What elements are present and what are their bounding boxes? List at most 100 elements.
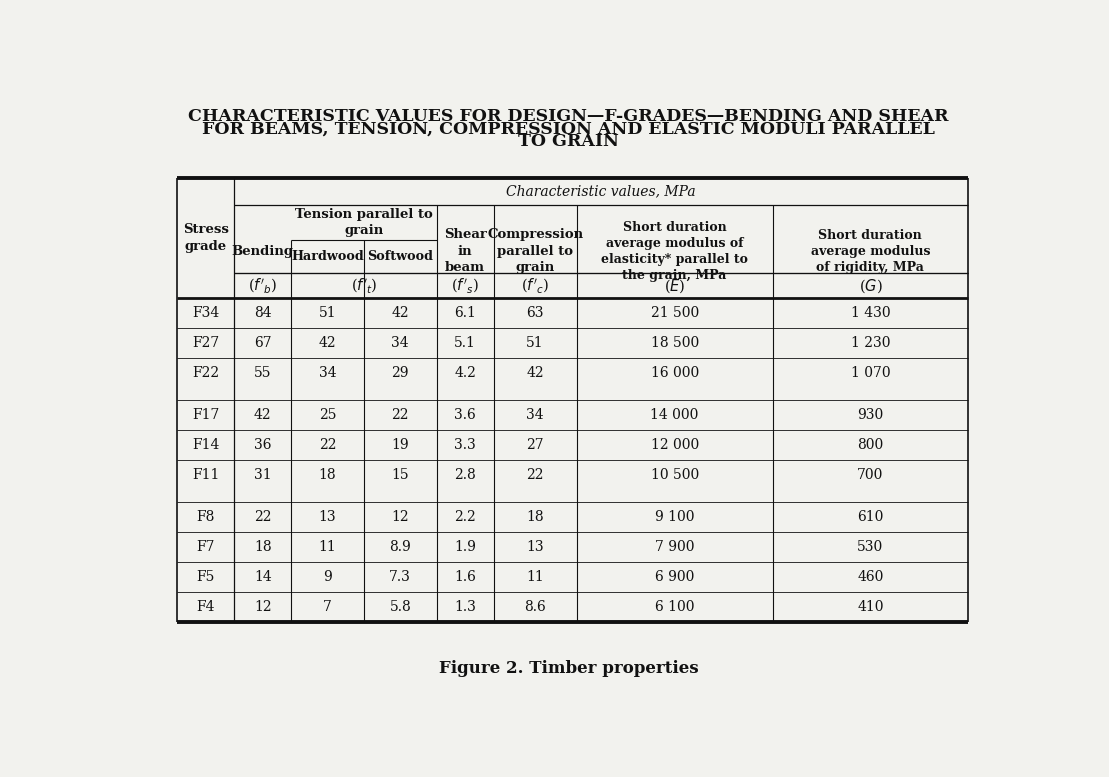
Text: 460: 460 bbox=[857, 570, 884, 584]
Text: Hardwood: Hardwood bbox=[292, 250, 364, 263]
Text: 2.2: 2.2 bbox=[455, 510, 476, 524]
Text: 29: 29 bbox=[391, 366, 409, 380]
Text: 410: 410 bbox=[857, 600, 884, 614]
Text: 42: 42 bbox=[318, 336, 336, 350]
Text: F17: F17 bbox=[192, 408, 220, 422]
Text: ($f'_t$): ($f'_t$) bbox=[350, 277, 377, 295]
Text: ($E$): ($E$) bbox=[664, 277, 685, 294]
Text: 2.8: 2.8 bbox=[455, 468, 476, 482]
Text: F14: F14 bbox=[192, 438, 220, 452]
Text: 51: 51 bbox=[527, 336, 543, 350]
Text: 67: 67 bbox=[254, 336, 272, 350]
Text: 3.6: 3.6 bbox=[455, 408, 476, 422]
Text: ($f'_b$): ($f'_b$) bbox=[248, 277, 277, 295]
Text: Short duration
average modulus of
elasticity* parallel to
the grain, MPa: Short duration average modulus of elasti… bbox=[601, 221, 749, 282]
Text: 8.9: 8.9 bbox=[389, 540, 411, 554]
Text: 530: 530 bbox=[857, 540, 884, 554]
Text: 800: 800 bbox=[857, 438, 884, 452]
Text: 14: 14 bbox=[254, 570, 272, 584]
Text: 18: 18 bbox=[527, 510, 543, 524]
Text: 9: 9 bbox=[323, 570, 332, 584]
Text: 18 500: 18 500 bbox=[651, 336, 699, 350]
Text: 1.9: 1.9 bbox=[455, 540, 476, 554]
Text: F27: F27 bbox=[192, 336, 220, 350]
Text: F8: F8 bbox=[196, 510, 215, 524]
Text: 6.1: 6.1 bbox=[455, 306, 476, 320]
Text: 12: 12 bbox=[254, 600, 272, 614]
Text: ($f'_s$): ($f'_s$) bbox=[451, 277, 479, 295]
Text: 27: 27 bbox=[527, 438, 543, 452]
Text: 7: 7 bbox=[323, 600, 332, 614]
Text: Shear
in
beam: Shear in beam bbox=[444, 228, 487, 274]
Text: 34: 34 bbox=[318, 366, 336, 380]
Text: Softwood: Softwood bbox=[367, 250, 434, 263]
Text: Compression
parallel to
grain: Compression parallel to grain bbox=[487, 228, 583, 274]
Text: F5: F5 bbox=[196, 570, 215, 584]
Text: 10 500: 10 500 bbox=[651, 468, 699, 482]
Text: 3.3: 3.3 bbox=[455, 438, 476, 452]
Text: 1 430: 1 430 bbox=[851, 306, 891, 320]
Text: F7: F7 bbox=[196, 540, 215, 554]
Text: 1 070: 1 070 bbox=[851, 366, 891, 380]
Text: 12 000: 12 000 bbox=[651, 438, 699, 452]
Text: 7 900: 7 900 bbox=[655, 540, 694, 554]
Text: 25: 25 bbox=[318, 408, 336, 422]
Text: 22: 22 bbox=[254, 510, 272, 524]
Text: FOR BEAMS, TENSION, COMPRESSION AND ELASTIC MODULI PARALLEL: FOR BEAMS, TENSION, COMPRESSION AND ELAS… bbox=[202, 120, 935, 138]
Text: 7.3: 7.3 bbox=[389, 570, 411, 584]
Text: 11: 11 bbox=[318, 540, 336, 554]
Text: 930: 930 bbox=[857, 408, 884, 422]
Text: F34: F34 bbox=[192, 306, 220, 320]
Text: Tension parallel to
grain: Tension parallel to grain bbox=[295, 207, 433, 237]
Text: 22: 22 bbox=[318, 438, 336, 452]
Text: 51: 51 bbox=[318, 306, 336, 320]
Text: 1.3: 1.3 bbox=[455, 600, 476, 614]
Text: CHARACTERISTIC VALUES FOR DESIGN—F-GRADES—BENDING AND SHEAR: CHARACTERISTIC VALUES FOR DESIGN—F-GRADE… bbox=[189, 108, 948, 125]
Text: 5.1: 5.1 bbox=[455, 336, 476, 350]
Text: F4: F4 bbox=[196, 600, 215, 614]
Text: 63: 63 bbox=[527, 306, 543, 320]
Text: Stress
grade: Stress grade bbox=[183, 223, 228, 253]
Text: 55: 55 bbox=[254, 366, 272, 380]
Text: Figure 2. Timber properties: Figure 2. Timber properties bbox=[438, 660, 699, 678]
Text: 13: 13 bbox=[318, 510, 336, 524]
Text: 700: 700 bbox=[857, 468, 884, 482]
Text: 15: 15 bbox=[391, 468, 409, 482]
Text: 42: 42 bbox=[527, 366, 543, 380]
Text: 14 000: 14 000 bbox=[651, 408, 699, 422]
Text: 16 000: 16 000 bbox=[651, 366, 699, 380]
Text: 6 900: 6 900 bbox=[655, 570, 694, 584]
Text: 42: 42 bbox=[391, 306, 409, 320]
Text: 34: 34 bbox=[391, 336, 409, 350]
Text: 34: 34 bbox=[527, 408, 543, 422]
Text: ($f'_c$): ($f'_c$) bbox=[521, 277, 549, 295]
Text: 4.2: 4.2 bbox=[455, 366, 476, 380]
Text: 84: 84 bbox=[254, 306, 272, 320]
Text: 18: 18 bbox=[318, 468, 336, 482]
Text: 31: 31 bbox=[254, 468, 272, 482]
Text: 11: 11 bbox=[527, 570, 545, 584]
Text: 1 230: 1 230 bbox=[851, 336, 891, 350]
Text: 42: 42 bbox=[254, 408, 272, 422]
Text: 12: 12 bbox=[391, 510, 409, 524]
Text: 19: 19 bbox=[391, 438, 409, 452]
Text: 8.6: 8.6 bbox=[525, 600, 546, 614]
Text: 6 100: 6 100 bbox=[655, 600, 694, 614]
Text: Short duration
average modulus
of rigidity, MPa: Short duration average modulus of rigidi… bbox=[811, 229, 930, 274]
Text: Bending: Bending bbox=[232, 245, 294, 258]
Text: 36: 36 bbox=[254, 438, 272, 452]
Text: 18: 18 bbox=[254, 540, 272, 554]
Text: TO GRAIN: TO GRAIN bbox=[518, 134, 619, 150]
Text: 5.8: 5.8 bbox=[389, 600, 411, 614]
Text: Characteristic values, MPa: Characteristic values, MPa bbox=[507, 184, 696, 198]
Text: ($G$): ($G$) bbox=[858, 277, 882, 294]
Text: F11: F11 bbox=[192, 468, 220, 482]
Text: 22: 22 bbox=[527, 468, 543, 482]
Text: 21 500: 21 500 bbox=[651, 306, 699, 320]
Text: 1.6: 1.6 bbox=[455, 570, 476, 584]
Text: 9 100: 9 100 bbox=[655, 510, 694, 524]
Text: 22: 22 bbox=[391, 408, 409, 422]
Text: F22: F22 bbox=[192, 366, 220, 380]
Text: 610: 610 bbox=[857, 510, 884, 524]
Text: 13: 13 bbox=[527, 540, 543, 554]
